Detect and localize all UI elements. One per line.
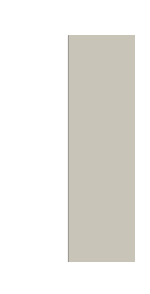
Bar <box>68 35 135 262</box>
